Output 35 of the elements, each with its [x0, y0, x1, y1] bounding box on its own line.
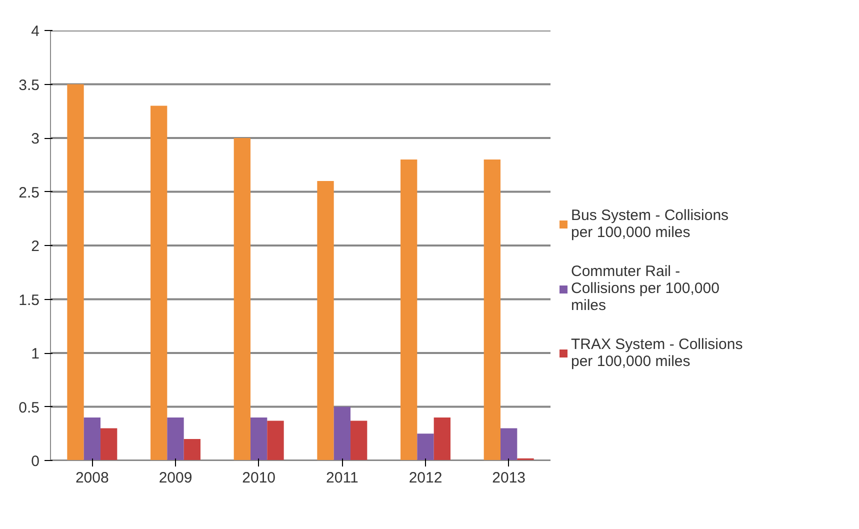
- y-tick-label: 0: [31, 453, 40, 470]
- bar: [350, 420, 368, 460]
- x-tick-label: 2009: [158, 470, 192, 486]
- y-tick-label: 4: [31, 23, 40, 40]
- bar: [434, 418, 450, 460]
- y-tick-label: 1.5: [18, 292, 40, 309]
- x-tick-label: 2010: [242, 470, 276, 486]
- legend-label: TRAX System - Collisions per 100,000 miles: [571, 336, 743, 370]
- bar: [67, 84, 84, 460]
- y-tick-label: 3.5: [18, 76, 40, 94]
- y-tick-label: 3: [31, 130, 40, 148]
- bar: [334, 406, 350, 460]
- bar: [417, 434, 434, 460]
- bar: [484, 160, 500, 460]
- x-tick-label: 2011: [326, 470, 358, 486]
- bar: [150, 106, 168, 460]
- bar: [400, 160, 418, 460]
- y-tick-label: 2.5: [18, 184, 40, 202]
- y-tick-label: 0.5: [18, 399, 40, 416]
- x-tick-label: 2008: [75, 470, 109, 486]
- bar: [250, 418, 268, 460]
- bar: [500, 428, 518, 460]
- legend-label: Commuter Rail - Collisions per 100,000 miles: [571, 263, 720, 314]
- bar: [267, 420, 284, 460]
- bar: [167, 418, 184, 460]
- x-tick-label: 2013: [492, 470, 526, 486]
- x-tick-label: 2012: [408, 470, 442, 486]
- bar: [184, 439, 200, 460]
- bar: [84, 418, 100, 460]
- y-tick-label: 2: [31, 238, 40, 255]
- bar: [100, 428, 118, 460]
- bar: [317, 181, 334, 460]
- y-tick-label: 1: [31, 346, 40, 362]
- bar: [234, 138, 250, 460]
- legend-label: Bus System - Collisions per 100,000 miles: [571, 207, 729, 241]
